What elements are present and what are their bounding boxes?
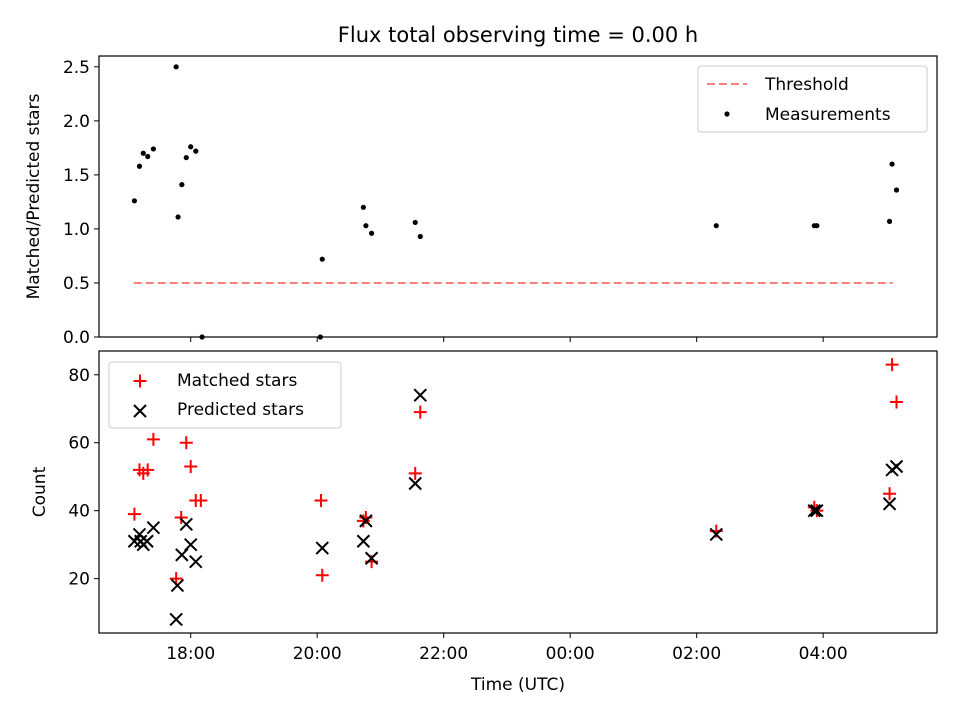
- predicted-stars-point: [183, 537, 198, 552]
- legend-threshold-label: Threshold: [764, 75, 849, 95]
- matched-stars-point: [885, 358, 899, 372]
- bottom-y-tick-label: 20: [68, 570, 90, 590]
- top-x-ticks: [190, 337, 824, 342]
- bottom-y-tick-label: 40: [68, 502, 90, 522]
- measurement-point: [140, 150, 146, 156]
- measurement-point: [179, 182, 185, 188]
- measurement-point: [131, 198, 138, 204]
- top-y-ticks: 0.0 0.5 1.0 1.5 2.0 2.5: [63, 58, 99, 348]
- matched-stars-point: [184, 460, 198, 474]
- matched-stars-point: [413, 405, 427, 419]
- matched-stars-point: [408, 466, 422, 480]
- measurement-point: [183, 154, 189, 161]
- bottom-y-axis-label: Count: [30, 466, 50, 517]
- top-legend-box: [697, 65, 928, 133]
- bottom-x-tick-label: 04:00: [799, 644, 848, 664]
- measurement-point: [889, 161, 895, 167]
- predicted-stars-point: [413, 388, 427, 402]
- legend-matched-swatch: [133, 374, 147, 388]
- legend-predicted-label: Predicted stars: [177, 400, 304, 420]
- predicted-stars-point: [359, 514, 373, 528]
- measurement-point: [193, 148, 199, 154]
- predicted-stars-point: [709, 527, 723, 542]
- matched-stars-point: [179, 436, 193, 450]
- top-y-tick-label: 1.0: [63, 220, 90, 240]
- predicted-stars-point: [810, 503, 824, 518]
- measurement-point: [173, 64, 179, 70]
- bottom-x-tick-label: 02:00: [672, 644, 721, 664]
- matched-stars-point: [315, 568, 329, 582]
- predicted-stars-point: [146, 520, 161, 535]
- bottom-x-tick-label: 22:00: [419, 644, 468, 664]
- legend-measurements-swatch: [724, 111, 730, 117]
- top-y-axis-label: Matched/Predicted stars: [24, 93, 44, 299]
- bottom-legend-box: [108, 361, 342, 429]
- predicted-stars-point: [408, 476, 422, 491]
- predicted-stars-point: [170, 578, 185, 593]
- predicted-stars-point: [889, 459, 904, 474]
- predicted-stars-point: [127, 534, 142, 548]
- matched-stars-point: [314, 493, 328, 507]
- predicted-stars-point: [882, 497, 897, 511]
- legend-measurements-label: Measurements: [765, 105, 891, 125]
- measurement-point: [188, 144, 194, 150]
- measurement-point: [713, 223, 719, 229]
- top-y-tick-label: 2.5: [63, 58, 90, 78]
- top-y-tick-label: 0.5: [63, 274, 90, 294]
- measurement-point: [360, 204, 366, 210]
- bottom-x-tick-label: 00:00: [546, 644, 595, 664]
- measurement-point: [893, 187, 900, 193]
- measurement-point: [417, 233, 423, 240]
- bottom-legend: Matched stars Predicted stars: [108, 361, 342, 429]
- measurement-point: [363, 223, 369, 229]
- bottom-plot-data: [127, 358, 904, 627]
- bottom-x-tick-label: 18:00: [166, 644, 215, 664]
- measurement-point: [319, 256, 325, 262]
- matched-stars-point: [194, 493, 208, 507]
- measurement-point: [412, 219, 418, 226]
- top-y-tick-label: 1.5: [63, 166, 90, 186]
- bottom-x-tick-label: 20:00: [293, 644, 342, 664]
- x-axis-label: Time (UTC): [470, 675, 565, 695]
- chart-title: Flux total observing time = 0.00 h: [338, 23, 698, 47]
- predicted-stars-point: [140, 534, 154, 548]
- top-plot-data: [131, 64, 900, 340]
- bottom-y-tick-label: 60: [68, 434, 90, 454]
- top-y-tick-label: 0.0: [63, 328, 90, 348]
- predicted-stars-point: [807, 503, 822, 518]
- measurement-point: [145, 153, 151, 160]
- matched-stars-point: [141, 463, 155, 477]
- predicted-stars-point: [356, 534, 371, 548]
- measurement-point: [136, 163, 143, 169]
- predicted-stars-point: [169, 612, 183, 627]
- top-panel: 0.0 0.5 1.0 1.5 2.0 2.5 Matched/Predicted sta…: [24, 55, 938, 348]
- matched-stars-point: [146, 432, 160, 446]
- predicted-stars-point: [179, 517, 193, 531]
- top-y-tick-label: 2.0: [63, 112, 90, 132]
- bottom-x-ticks: 18:00 20:00 22:00 00:00 02:00 04:00: [166, 633, 848, 664]
- bottom-axes-frame: [98, 350, 938, 634]
- predicted-stars-point: [315, 541, 329, 555]
- measurement-point: [150, 146, 156, 152]
- matched-stars-point: [174, 510, 188, 524]
- predicted-stars-point: [189, 554, 203, 569]
- measurement-point: [368, 230, 375, 236]
- bottom-y-ticks: 20 40 60 80: [68, 366, 99, 590]
- legend-matched-label: Matched stars: [177, 371, 297, 391]
- top-axes-frame: [98, 55, 938, 338]
- matched-stars-point: [127, 507, 141, 521]
- bottom-y-tick-label: 80: [68, 366, 90, 386]
- predicted-stars-point: [364, 551, 379, 565]
- legend-predicted-swatch: [133, 404, 147, 418]
- matched-stars-point: [890, 395, 904, 409]
- top-legend: Threshold Measurements: [697, 65, 928, 133]
- measurement-point: [886, 218, 893, 224]
- matched-stars-point: [883, 487, 897, 501]
- measurement-point: [175, 214, 181, 220]
- measurement-point: [814, 223, 820, 229]
